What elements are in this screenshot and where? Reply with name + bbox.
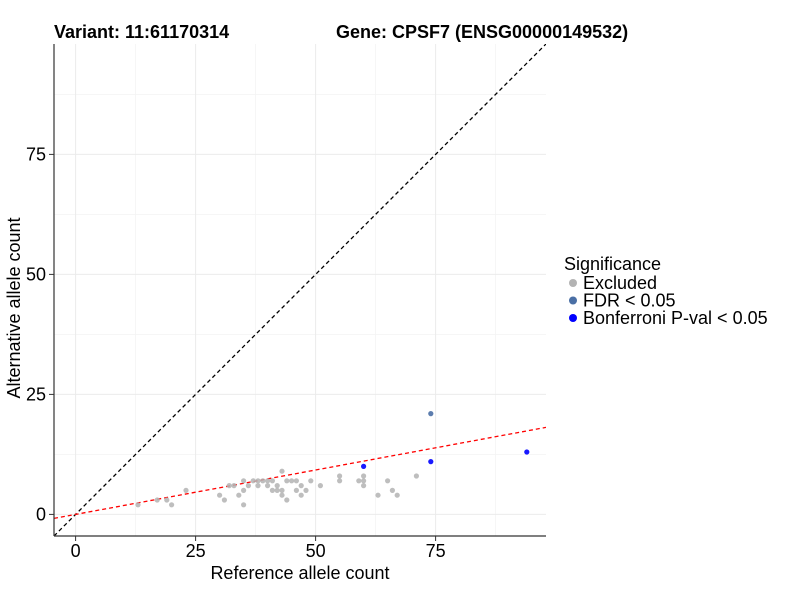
data-point (279, 487, 285, 493)
data-point (231, 483, 237, 489)
chart-title-variant: Variant: 11:61170314 (54, 22, 229, 42)
data-point (284, 478, 290, 484)
data-point (217, 492, 223, 498)
data-point (361, 473, 367, 479)
legend-label: Excluded (583, 273, 657, 293)
data-point (236, 492, 242, 498)
data-point (269, 487, 275, 493)
y-tick-label: 0 (36, 504, 46, 524)
x-tick-label: 0 (71, 541, 81, 561)
data-point (361, 483, 367, 489)
data-point (255, 478, 261, 484)
data-point (241, 502, 247, 508)
data-point (154, 497, 160, 503)
data-point (385, 478, 391, 484)
data-point (255, 483, 261, 489)
y-tick-label: 25 (26, 384, 46, 404)
data-point (375, 492, 381, 498)
data-point (226, 483, 232, 489)
data-point (169, 502, 175, 508)
data-point (308, 478, 314, 484)
y-axis-label: Alternative allele count (4, 217, 24, 398)
data-point (361, 478, 367, 484)
data-point (245, 483, 251, 489)
data-point (164, 497, 170, 503)
data-point (337, 478, 343, 484)
data-point (289, 478, 295, 484)
y-axis-ticks: 0 25 50 75 (26, 144, 54, 524)
data-point (361, 463, 367, 469)
grid (54, 44, 546, 536)
data-point (303, 487, 309, 493)
x-tick-label: 25 (186, 541, 206, 561)
y-tick-label: 75 (26, 144, 46, 164)
legend-key (569, 296, 577, 305)
data-point (269, 478, 275, 484)
data-point (394, 492, 400, 498)
data-point (337, 473, 343, 479)
legend-label: Bonferroni P-val < 0.05 (583, 308, 768, 328)
data-point (241, 478, 247, 484)
x-tick-label: 75 (426, 541, 446, 561)
data-point (356, 478, 362, 484)
axes (53, 44, 546, 537)
data-point (279, 492, 285, 498)
data-point (298, 483, 304, 489)
data-point (284, 497, 290, 503)
data-point (389, 487, 395, 493)
chart-title-gene: Gene: CPSF7 (ENSG00000149532) (336, 22, 628, 42)
data-point (274, 483, 280, 489)
data-point (428, 411, 434, 417)
data-point (250, 478, 256, 484)
data-point (293, 478, 299, 484)
data-point (428, 459, 434, 465)
data-point (135, 502, 141, 508)
data-points (135, 411, 530, 508)
data-point (317, 483, 323, 489)
y-tick-label: 50 (26, 264, 46, 284)
data-point (298, 492, 304, 498)
legend-key (569, 314, 577, 322)
data-point (241, 487, 247, 493)
fit-reference-line (54, 426, 546, 520)
legend-title: Significance (564, 254, 661, 274)
identity-reference-line (54, 44, 546, 536)
data-point (260, 478, 266, 484)
data-point (221, 497, 227, 503)
data-point (524, 449, 530, 455)
x-tick-label: 50 (306, 541, 326, 561)
data-point (293, 487, 299, 493)
legend-label: FDR < 0.05 (583, 291, 676, 311)
data-point (265, 483, 271, 489)
data-point (413, 473, 419, 479)
data-point (265, 478, 271, 484)
reference-lines (54, 44, 546, 536)
data-point (279, 468, 285, 474)
x-axis-label: Reference allele count (210, 563, 389, 583)
x-axis-ticks: 0 25 50 75 (71, 536, 446, 561)
legend-key (569, 279, 577, 287)
data-point (274, 487, 280, 493)
data-point (183, 487, 189, 493)
